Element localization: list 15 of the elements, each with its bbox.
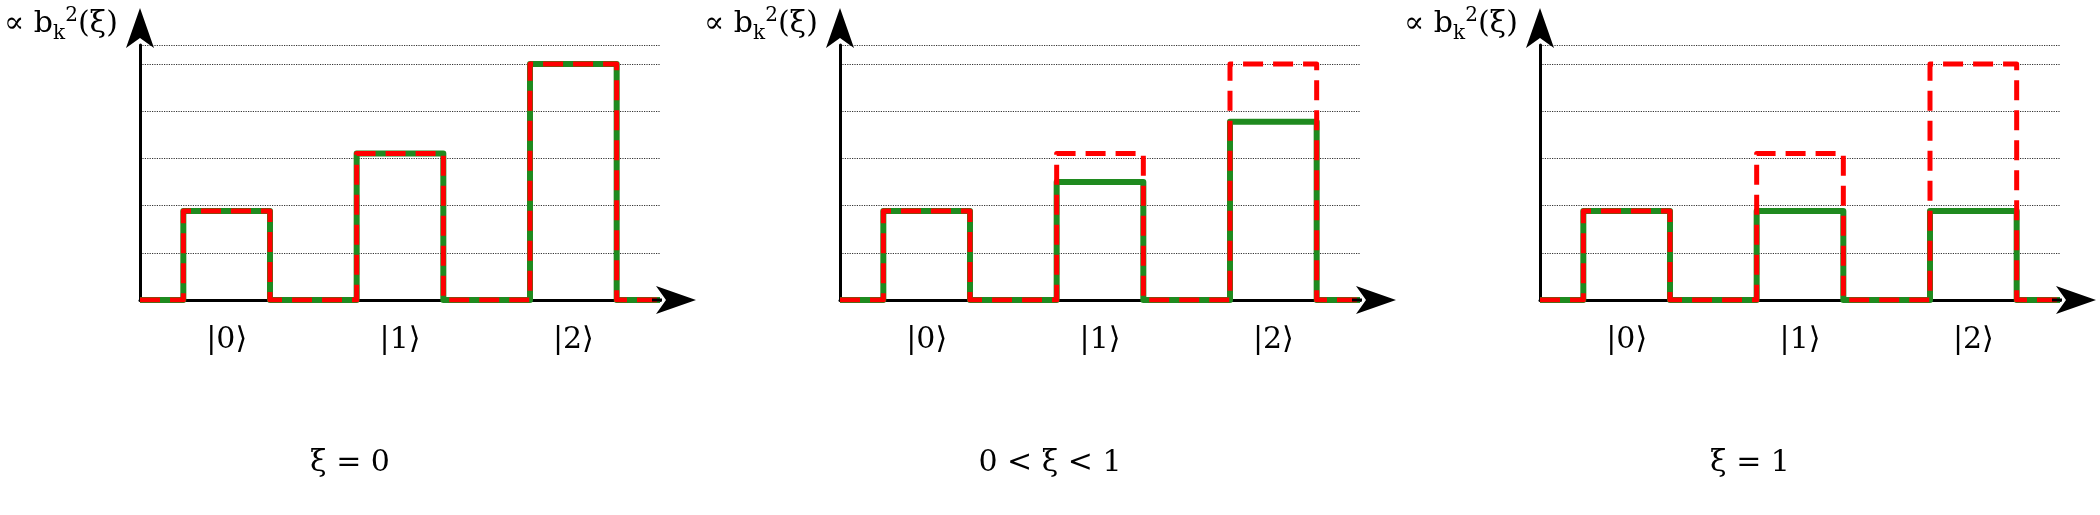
x-tick-label: |2⟩ [1252, 319, 1294, 355]
x-axis-title: ξ = 1 [1710, 442, 1790, 478]
x-tick-label: |0⟩ [906, 319, 948, 355]
x-tick-label: |1⟩ [1079, 319, 1121, 355]
x-tick-label: |1⟩ [1779, 319, 1821, 355]
y-axis-title: ∝ b$_{k}$$^{2}$(ξ) [4, 2, 118, 44]
x-tick-label: |1⟩ [379, 319, 421, 355]
x-tick-label: |2⟩ [1952, 319, 1994, 355]
x-tick-label: |0⟩ [1606, 319, 1648, 355]
x-tick-label: |2⟩ [552, 319, 594, 355]
x-tick-label: |0⟩ [206, 319, 248, 355]
x-axis-title: 0 < ξ < 1 [978, 442, 1122, 478]
y-axis-title: ∝ b$_{k}$$^{2}$(ξ) [704, 2, 818, 44]
y-axis-title: ∝ b$_{k}$$^{2}$(ξ) [1404, 2, 1518, 44]
x-axis-title: ξ = 0 [310, 442, 390, 478]
